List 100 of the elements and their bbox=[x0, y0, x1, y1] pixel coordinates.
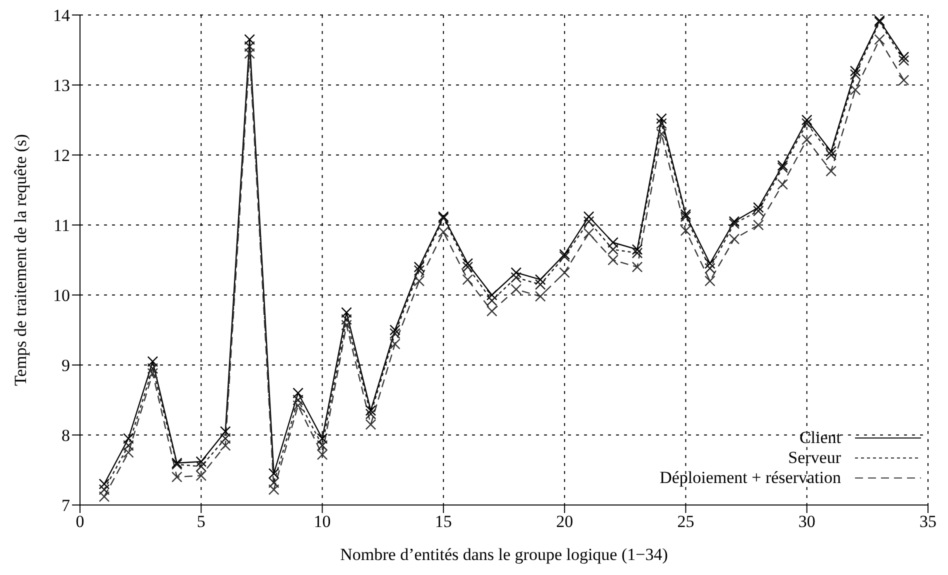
point bbox=[414, 276, 425, 286]
point bbox=[390, 328, 400, 339]
point bbox=[486, 290, 498, 300]
point bbox=[123, 440, 134, 451]
point bbox=[220, 440, 231, 451]
point bbox=[632, 248, 643, 258]
point bbox=[316, 449, 328, 460]
point bbox=[292, 388, 304, 398]
point bbox=[341, 314, 352, 325]
point bbox=[850, 69, 861, 80]
point bbox=[608, 244, 618, 255]
x-tick-label: 30 bbox=[798, 512, 816, 532]
point bbox=[365, 408, 376, 420]
point bbox=[316, 433, 328, 444]
point bbox=[292, 394, 304, 406]
x-tick-label: 15 bbox=[434, 512, 452, 532]
point bbox=[632, 244, 643, 255]
point bbox=[534, 291, 546, 302]
point bbox=[268, 477, 280, 488]
point bbox=[534, 274, 546, 285]
point bbox=[753, 220, 764, 230]
point bbox=[801, 114, 812, 126]
point bbox=[534, 279, 546, 290]
point bbox=[826, 146, 836, 157]
point bbox=[510, 267, 522, 278]
point bbox=[414, 265, 425, 276]
point bbox=[486, 295, 498, 306]
point bbox=[123, 447, 134, 458]
point bbox=[98, 491, 110, 502]
point bbox=[704, 258, 716, 269]
point bbox=[147, 356, 158, 367]
point bbox=[438, 226, 449, 238]
point bbox=[365, 405, 376, 416]
y-tick-label: 9 bbox=[62, 356, 70, 376]
point bbox=[196, 461, 207, 472]
point bbox=[656, 118, 667, 129]
point bbox=[486, 306, 498, 316]
point bbox=[510, 284, 522, 295]
point bbox=[728, 234, 740, 244]
point bbox=[316, 440, 328, 451]
point bbox=[244, 34, 255, 45]
x-tick-label: 0 bbox=[76, 512, 84, 532]
y-tick-label: 8 bbox=[62, 426, 70, 446]
point bbox=[826, 166, 836, 176]
y-tick-label: 14 bbox=[53, 6, 70, 26]
point bbox=[850, 66, 861, 76]
point bbox=[462, 262, 474, 272]
point bbox=[801, 134, 812, 145]
point bbox=[704, 263, 716, 274]
legend-label: Client bbox=[799, 428, 841, 448]
point bbox=[244, 41, 255, 52]
point bbox=[777, 179, 788, 190]
point bbox=[341, 320, 352, 330]
point bbox=[632, 262, 643, 272]
point bbox=[365, 419, 376, 430]
point bbox=[680, 225, 692, 236]
x-tick-label: 10 bbox=[314, 512, 331, 532]
point bbox=[390, 338, 400, 350]
point bbox=[583, 216, 594, 227]
point bbox=[826, 150, 836, 160]
legend-label: Serveur bbox=[788, 448, 841, 468]
x-tick-label: 5 bbox=[196, 512, 206, 532]
point bbox=[850, 84, 861, 96]
point bbox=[874, 34, 885, 45]
point bbox=[98, 478, 110, 490]
point bbox=[656, 113, 667, 124]
point bbox=[462, 258, 474, 269]
point bbox=[608, 237, 618, 248]
point bbox=[753, 202, 764, 213]
x-tick-label: 25 bbox=[677, 512, 694, 532]
point bbox=[147, 368, 158, 379]
point bbox=[583, 228, 594, 239]
point bbox=[268, 468, 280, 479]
point bbox=[196, 470, 207, 481]
point bbox=[656, 128, 667, 140]
point bbox=[220, 426, 231, 437]
point bbox=[172, 472, 182, 482]
y-tick-label: 11 bbox=[54, 216, 70, 236]
point bbox=[292, 400, 304, 411]
point bbox=[583, 211, 594, 222]
point bbox=[801, 118, 812, 129]
point bbox=[268, 484, 280, 495]
y-tick-label: 10 bbox=[53, 286, 70, 306]
point bbox=[510, 272, 522, 283]
point bbox=[898, 55, 910, 66]
point bbox=[390, 324, 400, 336]
point bbox=[608, 254, 618, 266]
point bbox=[341, 307, 352, 318]
y-tick-label: 12 bbox=[53, 146, 70, 166]
y-axis-title: Temps de traitement de la requête (s) bbox=[11, 134, 30, 386]
point bbox=[98, 484, 110, 495]
point bbox=[462, 274, 474, 285]
x-tick-label: 35 bbox=[920, 512, 936, 532]
x-axis-title: Nombre d’entités dans le groupe logique (1−34) bbox=[340, 545, 668, 564]
y-tick-label: 7 bbox=[62, 496, 70, 516]
point bbox=[220, 433, 231, 444]
point bbox=[898, 74, 910, 86]
point bbox=[196, 456, 207, 467]
point bbox=[753, 206, 764, 216]
point bbox=[898, 52, 910, 62]
